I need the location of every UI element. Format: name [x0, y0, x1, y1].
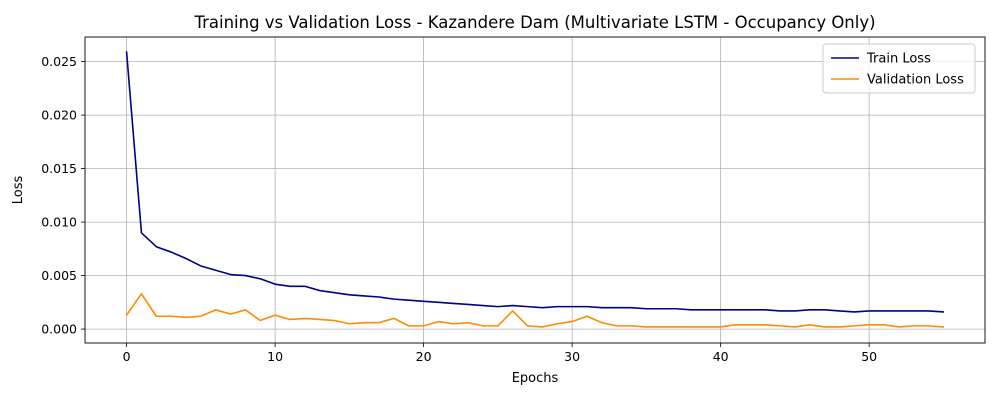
x-tick-label: 30 [564, 349, 580, 364]
series-layer [125, 51, 945, 328]
legend-box [822, 43, 976, 94]
series-line-train-loss [125, 51, 945, 313]
legend-label: Train Loss [866, 52, 931, 67]
y-tick-label: 0.005 [41, 268, 77, 283]
x-tick-label: 50 [861, 349, 877, 364]
plot-frame [84, 36, 986, 344]
x-axis-label: Epochs [512, 371, 559, 386]
ticks: 0 10 20 30 40 50 0.000 0.005 0.010 0.015 0.020 0.02… [41, 54, 877, 364]
x-tick-label: 0 [123, 349, 131, 364]
y-tick-label: 0.010 [41, 215, 77, 230]
x-tick-label: 40 [713, 349, 729, 364]
y-tick-label: 0.025 [41, 54, 77, 69]
legend: Train Loss Validation Loss [822, 43, 976, 94]
y-axis-label: Loss [11, 176, 26, 205]
series-line-validation-loss [125, 292, 945, 328]
y-tick-label: 0.000 [41, 322, 77, 337]
legend-label: Validation Loss [867, 73, 964, 88]
y-tick-label: 0.015 [41, 161, 77, 176]
x-tick-label: 20 [416, 349, 432, 364]
y-tick-label: 0.020 [41, 108, 77, 123]
x-tick-label: 10 [267, 349, 283, 364]
chart-title: Training vs Validation Loss - Kazandere … [193, 13, 875, 32]
